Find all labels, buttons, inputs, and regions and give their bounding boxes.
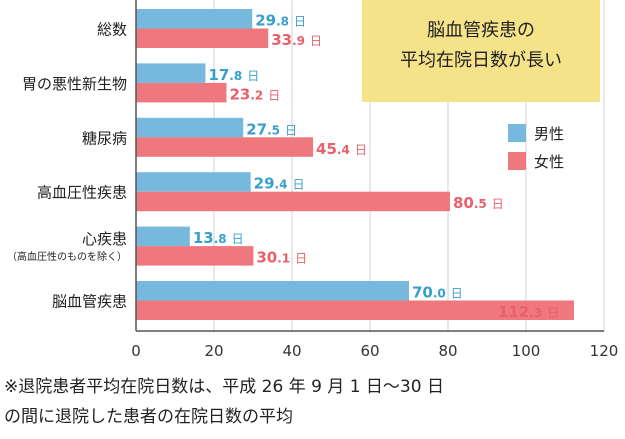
legend-label: 女性 [534,153,564,171]
bar-female [136,82,227,103]
footnote: ※退院患者平均在院日数は、平成 26 年 9 月 1 日〜30 日 の間に退院し… [4,372,622,432]
bar-male [136,117,244,138]
legend-swatch-male [508,124,526,142]
x-tick-label: 20 [204,342,223,360]
bar-female [136,246,254,266]
value-label: 17.8 日 [208,66,259,84]
footnote-line-2: の間に退院した患者の在院日数の平均 [4,407,293,427]
footnote-line-1: ※退院患者平均在院日数は、平成 26 年 9 月 1 日〜30 日 [4,377,444,397]
value-label: 13.8 日 [193,229,244,247]
category-label: 脳血管疾患 [52,293,127,311]
bar-female [136,191,450,212]
x-tick-label: 0 [131,342,141,360]
bar-male [136,9,253,29]
category-label: 総数 [97,21,127,39]
value-label: 112.3 日 [498,303,559,321]
legend-label: 男性 [534,125,564,143]
x-tick-label: 100 [512,342,541,360]
legend-swatch-female [508,152,526,170]
x-tick-label: 80 [438,342,457,360]
value-label: 29.8 日 [255,12,306,30]
category-label: 糖尿病 [82,129,127,147]
category-label: 高血圧性疾患 [37,184,127,202]
value-label: 33.9 日 [271,31,322,49]
value-label: 23.2 日 [229,85,280,103]
bar-male [136,281,409,301]
x-tick-label: 120 [590,342,619,360]
bar-female [136,300,574,320]
bar-female [136,28,269,48]
value-label: 70.0 日 [412,284,463,302]
highlight-callout: 脳血管疾患の 平均在院日数が長い [362,0,600,102]
x-tick-label: 40 [282,342,301,360]
value-label: 29.4 日 [254,175,305,193]
value-label: 27.5 日 [246,120,297,138]
bar-male [136,226,190,247]
bar-female [136,137,314,157]
callout-line-1: 脳血管疾患の [427,20,535,41]
callout-line-2: 平均在院日数が長い [400,50,562,71]
category-sublabel: （高血圧性のものを除く） [7,250,127,263]
category-label: 胃の悪性新生物 [22,75,127,93]
bar-male [136,63,206,83]
value-label: 30.1 日 [256,249,307,267]
value-label: 45.4 日 [316,140,367,158]
category-label: 心疾患 [82,230,127,248]
x-tick-label: 60 [360,342,379,360]
bar-male [136,172,251,192]
value-label: 80.5 日 [453,194,504,212]
